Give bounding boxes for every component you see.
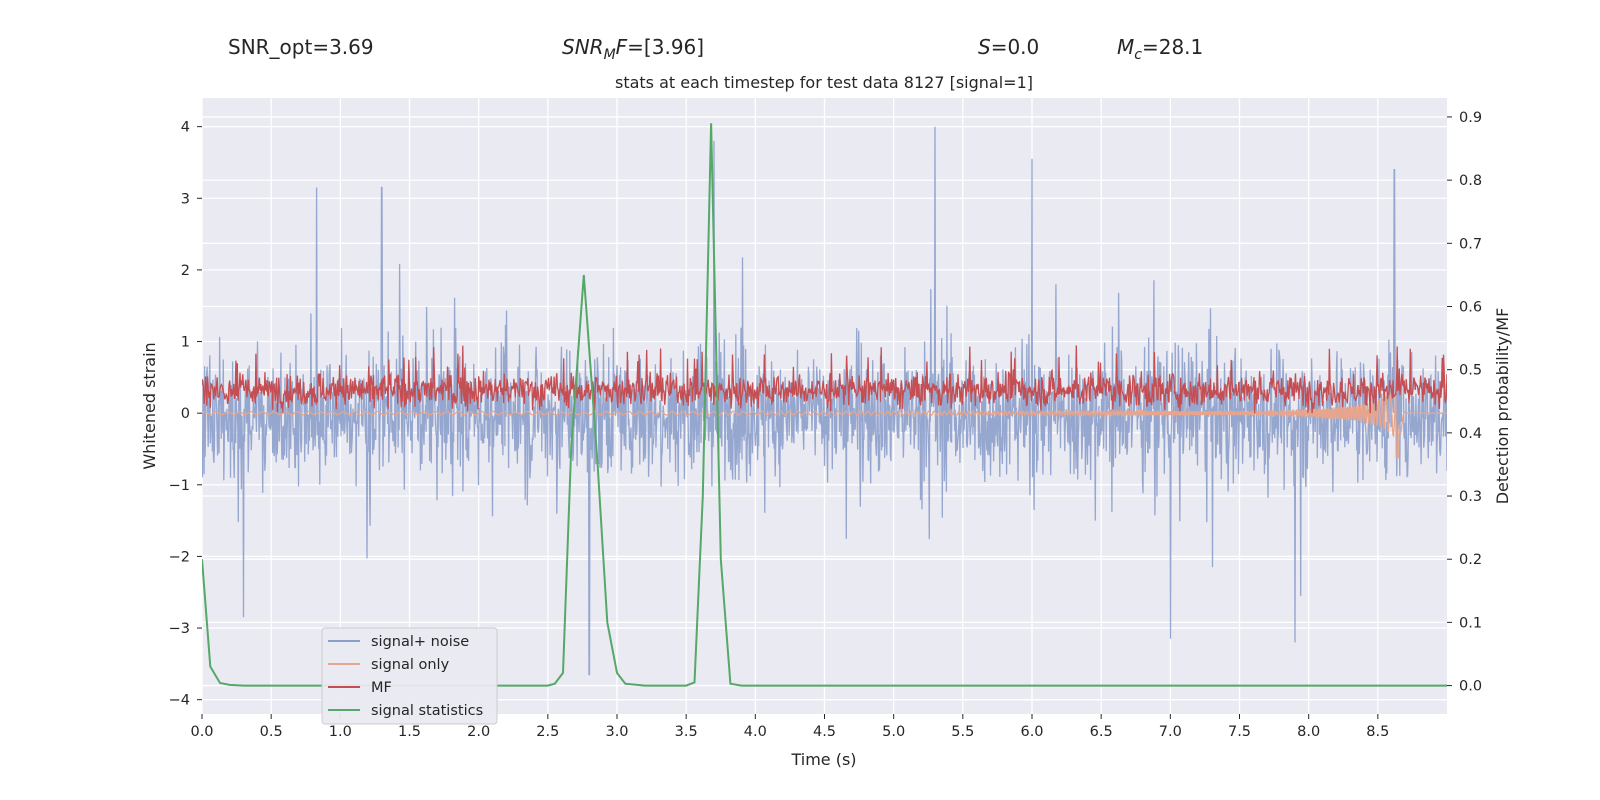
header-stats: SNR_opt=3.69 SNRMF=[3.96] S=0.0 Mc=28.1 [228, 35, 1203, 63]
y-tick-label-right: 0.4 [1459, 426, 1482, 442]
series-signal-noise [202, 126, 1447, 676]
x-tick-label: 0.0 [190, 724, 213, 740]
series-signal-only [202, 392, 1447, 459]
x-tick-label: 7.0 [1159, 724, 1182, 740]
y-axis-label-right: Detection probability/MF [1493, 308, 1512, 505]
y-tick-label-left: 1 [181, 335, 190, 351]
y-tick-label-left: 4 [181, 120, 190, 136]
y-tick-label-left: −1 [169, 478, 190, 494]
series-signal-statistics [202, 123, 1447, 687]
y-tick-label-left: −4 [169, 693, 190, 709]
chart-title: stats at each timestep for test data 812… [615, 73, 1033, 92]
x-tick-label: 0.5 [260, 724, 283, 740]
x-tick-label: 5.5 [951, 724, 974, 740]
y-tick-label-right: 0.3 [1459, 489, 1482, 505]
y-tick-label-left: −3 [169, 621, 190, 637]
chirp-mass-label: Mc=28.1 [1117, 35, 1203, 63]
legend-label-signal: signal only [371, 657, 450, 673]
snr-mf-label: SNRMF=[3.96] [562, 35, 704, 63]
snr-mf-value: =[3.96] [627, 35, 704, 59]
series-mf [202, 345, 1447, 414]
legend-label-noise: signal+ noise [371, 634, 469, 650]
x-tick-label: 1.5 [398, 724, 421, 740]
legend-label-mf: MF [371, 680, 392, 696]
x-tick-label: 5.0 [882, 724, 905, 740]
x-tick-label: 1.0 [329, 724, 352, 740]
x-tick-label: 4.5 [813, 724, 836, 740]
x-axis-label: Time (s) [790, 750, 856, 769]
y-tick-label-right: 0.8 [1459, 173, 1482, 189]
x-tick-label: 8.5 [1366, 724, 1389, 740]
y-tick-label-right: 0.2 [1459, 552, 1482, 568]
y-tick-label-left: 2 [181, 263, 190, 279]
x-tick-label: 2.0 [467, 724, 490, 740]
y-axis-label-left: Whitened strain [140, 342, 159, 469]
x-tick-label: 7.5 [1228, 724, 1251, 740]
x-tick-label: 2.5 [536, 724, 559, 740]
legend: signal+ noise signal only MF signal stat… [321, 627, 498, 725]
legend-label-stats: signal statistics [371, 703, 483, 719]
snr-opt-label: SNR_opt=3.69 [228, 35, 374, 59]
s-stat-label: S=0.0 [978, 35, 1039, 59]
x-tick-label: 8.0 [1297, 724, 1320, 740]
y-tick-label-right: 0.9 [1459, 110, 1482, 126]
y-tick-label-left: −2 [169, 549, 190, 565]
x-tick-label: 3.0 [605, 724, 628, 740]
y-tick-label-right: 0.6 [1459, 299, 1482, 315]
y-tick-label-right: 0.7 [1459, 236, 1482, 252]
y-tick-label-left: 3 [181, 191, 190, 207]
x-tick-label: 4.0 [744, 724, 767, 740]
y-tick-label-right: 0.5 [1459, 363, 1482, 379]
legend-box [321, 627, 498, 725]
x-tick-label: 6.5 [1090, 724, 1113, 740]
x-tick-label: 6.0 [1020, 724, 1043, 740]
y-tick-label-right: 0.1 [1459, 615, 1482, 631]
y-tick-label-left: 0 [181, 406, 190, 422]
axis-ticks: 0.0 0.5 1.0 1.5 2.0 2.5 3.0 3.5 4.0 4.5 5.0 5.5 6.0 6… [169, 110, 1482, 740]
y-tick-label-right: 0.0 [1459, 679, 1482, 695]
x-tick-label: 3.5 [675, 724, 698, 740]
